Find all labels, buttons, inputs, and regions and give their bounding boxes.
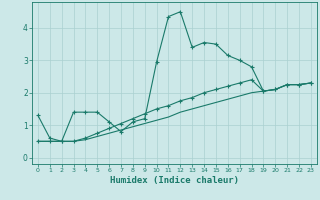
X-axis label: Humidex (Indice chaleur): Humidex (Indice chaleur) bbox=[110, 176, 239, 185]
